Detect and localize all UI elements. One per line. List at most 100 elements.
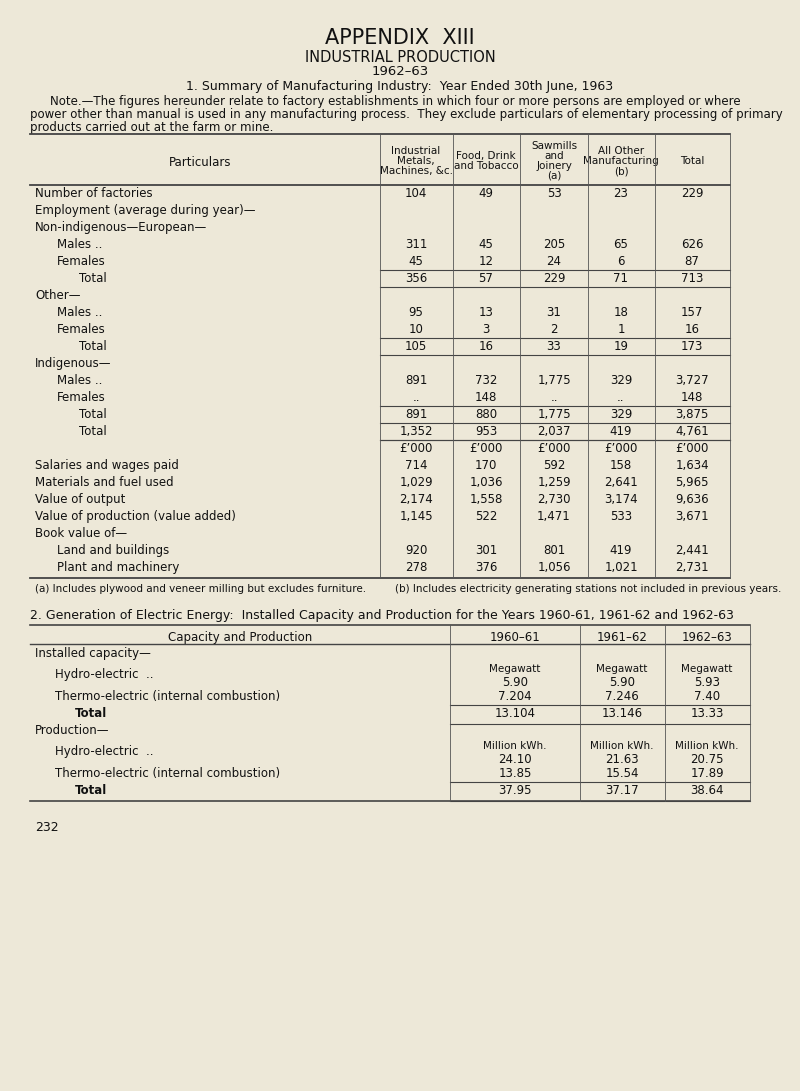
Text: 7.246: 7.246 xyxy=(605,690,639,703)
Text: 1: 1 xyxy=(618,323,625,336)
Text: 7.40: 7.40 xyxy=(694,690,720,703)
Text: 104: 104 xyxy=(405,187,427,200)
Text: 16: 16 xyxy=(478,340,494,353)
Text: 891: 891 xyxy=(405,408,427,421)
Text: 21.63: 21.63 xyxy=(605,753,639,766)
Text: 329: 329 xyxy=(610,374,632,387)
Text: 24: 24 xyxy=(546,255,562,268)
Text: Million kWh.: Million kWh. xyxy=(590,741,654,751)
Text: 6: 6 xyxy=(618,255,625,268)
Text: Other—: Other— xyxy=(35,289,81,302)
Text: 1,029: 1,029 xyxy=(399,476,433,489)
Text: Megawatt: Megawatt xyxy=(682,664,733,674)
Text: Thermo-electric (internal combustion): Thermo-electric (internal combustion) xyxy=(55,767,280,780)
Text: 3,875: 3,875 xyxy=(675,408,709,421)
Text: Sawmills: Sawmills xyxy=(531,141,577,151)
Text: Book value of—: Book value of— xyxy=(35,527,127,540)
Text: 2,037: 2,037 xyxy=(538,425,570,437)
Text: 1962–63: 1962–63 xyxy=(371,65,429,77)
Text: 2. Generation of Electric Energy:  Installed Capacity and Production for the Yea: 2. Generation of Electric Energy: Instal… xyxy=(30,609,734,622)
Text: 419: 419 xyxy=(610,425,632,437)
Text: Machines, &c.: Machines, &c. xyxy=(379,166,453,176)
Text: 23: 23 xyxy=(614,187,629,200)
Text: 17.89: 17.89 xyxy=(690,767,724,780)
Text: 7.204: 7.204 xyxy=(498,690,532,703)
Text: Plant and machinery: Plant and machinery xyxy=(57,561,179,574)
Text: 278: 278 xyxy=(405,561,427,574)
Text: 148: 148 xyxy=(475,391,497,404)
Text: 45: 45 xyxy=(409,255,423,268)
Text: Materials and fuel used: Materials and fuel used xyxy=(35,476,174,489)
Text: £’000: £’000 xyxy=(470,442,502,455)
Text: 2,730: 2,730 xyxy=(538,493,570,506)
Text: Land and buildings: Land and buildings xyxy=(57,544,170,558)
Text: 5.90: 5.90 xyxy=(502,676,528,690)
Text: ..: .. xyxy=(550,391,558,404)
Text: 311: 311 xyxy=(405,238,427,251)
Text: 920: 920 xyxy=(405,544,427,558)
Text: 2,174: 2,174 xyxy=(399,493,433,506)
Text: ..: .. xyxy=(412,391,420,404)
Text: Females: Females xyxy=(57,255,106,268)
Text: 10: 10 xyxy=(409,323,423,336)
Text: 1,471: 1,471 xyxy=(537,509,571,523)
Text: Total: Total xyxy=(79,272,106,285)
Text: Employment (average during year)—: Employment (average during year)— xyxy=(35,204,255,217)
Text: 20.75: 20.75 xyxy=(690,753,724,766)
Text: 2,731: 2,731 xyxy=(675,561,709,574)
Text: 45: 45 xyxy=(478,238,494,251)
Text: Females: Females xyxy=(57,391,106,404)
Text: 301: 301 xyxy=(475,544,497,558)
Text: 9,636: 9,636 xyxy=(675,493,709,506)
Text: Total: Total xyxy=(79,425,106,437)
Text: 13.85: 13.85 xyxy=(498,767,532,780)
Text: 5,965: 5,965 xyxy=(675,476,709,489)
Text: 732: 732 xyxy=(475,374,497,387)
Text: Males ..: Males .. xyxy=(57,305,102,319)
Text: 1,634: 1,634 xyxy=(675,459,709,472)
Text: 170: 170 xyxy=(475,459,497,472)
Text: 1,352: 1,352 xyxy=(399,425,433,437)
Text: 1,145: 1,145 xyxy=(399,509,433,523)
Text: £’000: £’000 xyxy=(538,442,570,455)
Text: Installed capacity—: Installed capacity— xyxy=(35,647,151,660)
Text: 1. Summary of Manufacturing Industry:  Year Ended 30th June, 1963: 1. Summary of Manufacturing Industry: Ye… xyxy=(186,80,614,93)
Text: 3,174: 3,174 xyxy=(604,493,638,506)
Text: 19: 19 xyxy=(614,340,629,353)
Text: £’000: £’000 xyxy=(604,442,638,455)
Text: Total: Total xyxy=(680,156,704,166)
Text: 2: 2 xyxy=(550,323,558,336)
Text: 16: 16 xyxy=(685,323,699,336)
Text: 5.90: 5.90 xyxy=(609,676,635,690)
Text: products carried out at the farm or mine.: products carried out at the farm or mine… xyxy=(30,121,274,134)
Text: Manufacturing: Manufacturing xyxy=(583,156,659,166)
Text: and Tobacco: and Tobacco xyxy=(454,161,518,171)
Text: 356: 356 xyxy=(405,272,427,285)
Text: 953: 953 xyxy=(475,425,497,437)
Text: Capacity and Production: Capacity and Production xyxy=(168,631,312,644)
Text: 714: 714 xyxy=(405,459,427,472)
Text: Hydro-electric  ..: Hydro-electric .. xyxy=(55,668,154,681)
Text: Joinery: Joinery xyxy=(536,161,572,171)
Text: 3: 3 xyxy=(482,323,490,336)
Text: 1,036: 1,036 xyxy=(470,476,502,489)
Text: 2,641: 2,641 xyxy=(604,476,638,489)
Text: 148: 148 xyxy=(681,391,703,404)
Text: Salaries and wages paid: Salaries and wages paid xyxy=(35,459,179,472)
Text: 105: 105 xyxy=(405,340,427,353)
Text: 376: 376 xyxy=(475,561,497,574)
Text: 1,259: 1,259 xyxy=(537,476,571,489)
Text: and: and xyxy=(544,151,564,161)
Text: Total: Total xyxy=(79,408,106,421)
Text: 158: 158 xyxy=(610,459,632,472)
Text: 891: 891 xyxy=(405,374,427,387)
Text: 1,775: 1,775 xyxy=(537,408,571,421)
Text: 801: 801 xyxy=(543,544,565,558)
Text: 37.17: 37.17 xyxy=(605,784,639,798)
Text: Metals,: Metals, xyxy=(397,156,435,166)
Text: Million kWh.: Million kWh. xyxy=(675,741,738,751)
Text: Females: Females xyxy=(57,323,106,336)
Text: 157: 157 xyxy=(681,305,703,319)
Text: (a) Includes plywood and veneer milling but excludes furniture.: (a) Includes plywood and veneer milling … xyxy=(35,584,366,594)
Text: (b) Includes electricity generating stations not included in previous years.: (b) Includes electricity generating stat… xyxy=(395,584,782,594)
